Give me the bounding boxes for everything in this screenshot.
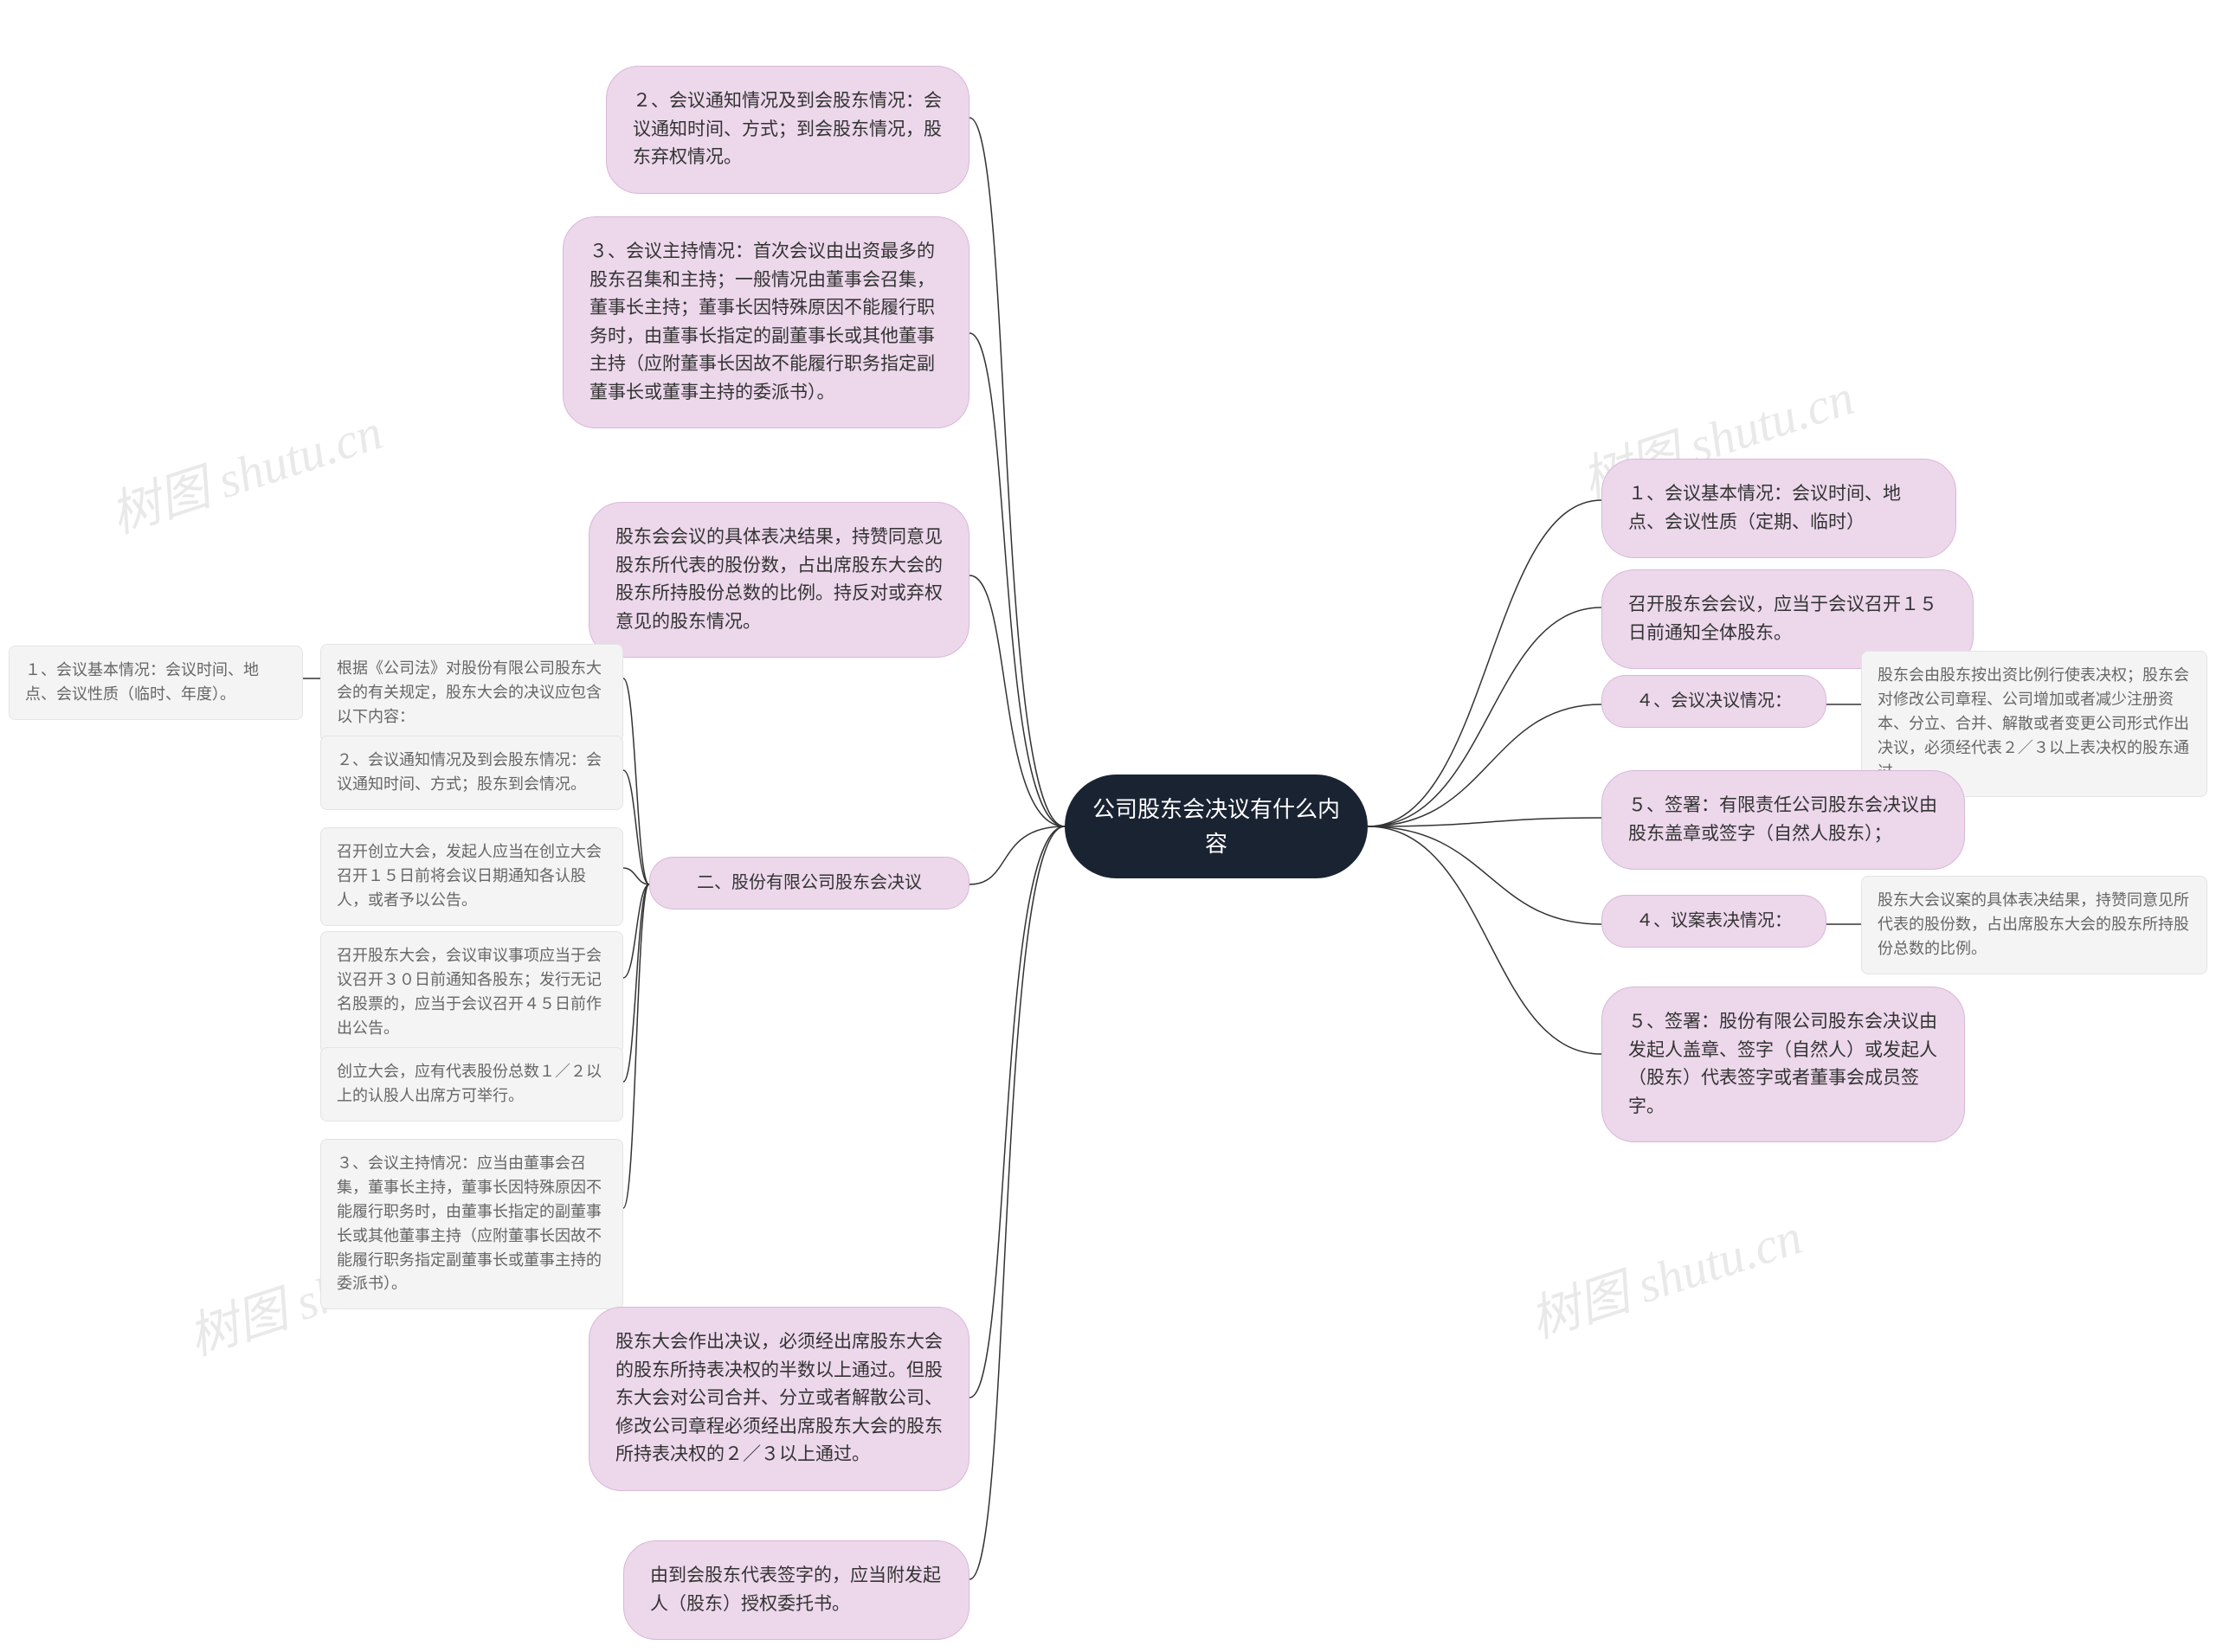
node-r6[interactable]: ５、签署：股份有限公司股东会决议由发起人盖章、签字（自然人）或发起人（股东）代表… [1601, 987, 1965, 1142]
node-r5[interactable]: ４、议案表决情况： [1601, 895, 1826, 948]
node-label: 股东会由股东按出资比例行使表决权；股东会对修改公司章程、公司增加或者减少注册资本… [1878, 664, 2191, 784]
node-label: 根据《公司法》对股份有限公司股东大会的有关规定，股东大会的决议应包含以下内容： [337, 657, 607, 730]
node-label: 召开股东会会议，应当于会议召开１５日前通知全体股东。 [1628, 591, 1947, 647]
node-l4[interactable]: 二、股份有限公司股东会决议 [649, 857, 970, 910]
node-label: １、会议基本情况：会议时间、地点、会议性质（定期、临时） [1628, 480, 1929, 537]
node-label: ３、会议主持情况：应当由董事会召集，董事长主持，董事长因特殊原因不能履行职务时，… [337, 1152, 607, 1296]
node-label: ２、会议通知情况及到会股东情况：会议通知时间、方式；到会股东情况，股东弃权情况。 [633, 87, 943, 172]
node-l2[interactable]: ３、会议主持情况：首次会议由出资最多的股东召集和主持；一般情况由董事会召集，董事… [563, 216, 970, 428]
node-l4-c0[interactable]: 根据《公司法》对股份有限公司股东大会的有关规定，股东大会的决议应包含以下内容： [320, 644, 623, 742]
node-r4[interactable]: ５、签署：有限责任公司股东会决议由股东盖章或签字（自然人股东）； [1601, 770, 1965, 870]
node-label: １、会议基本情况：会议时间、地点、会议性质（临时、年度）。 [25, 659, 287, 707]
central-node[interactable]: 公司股东会决议有什么内容 [1065, 775, 1368, 878]
node-l6[interactable]: 由到会股东代表签字的，应当附发起人（股东）授权委托书。 [623, 1540, 970, 1640]
node-label: ５、签署：股份有限公司股东会决议由发起人盖章、签字（自然人）或发起人（股东）代表… [1628, 1008, 1938, 1121]
node-l4-c0-child[interactable]: １、会议基本情况：会议时间、地点、会议性质（临时、年度）。 [9, 646, 303, 720]
node-label: ２、会议通知情况及到会股东情况：会议通知时间、方式；股东到会情况。 [337, 749, 607, 797]
watermark: 树图 shutu.cn [1519, 1196, 1809, 1352]
node-l3[interactable]: 股东会会议的具体表决结果，持赞同意见股东所代表的股份数，占出席股东大会的股东所持… [589, 502, 970, 658]
node-label: 由到会股东代表签字的，应当附发起人（股东）授权委托书。 [650, 1562, 943, 1618]
central-label: 公司股东会决议有什么内容 [1091, 792, 1342, 862]
node-label: ４、议案表决情况： [1636, 908, 1792, 935]
watermark: 树图 shutu.cn [100, 391, 390, 547]
node-label: ５、签署：有限责任公司股东会决议由股东盖章或签字（自然人股东）； [1628, 792, 1938, 848]
node-label: 股东大会议案的具体表决结果，持赞同意见所代表的股份数，占出席股东大会的股东所持股… [1878, 889, 2191, 961]
node-l4-c5[interactable]: ３、会议主持情况：应当由董事会召集，董事长主持，董事长因特殊原因不能履行职务时，… [320, 1139, 623, 1309]
node-label: 股东会会议的具体表决结果，持赞同意见股东所代表的股份数，占出席股东大会的股东所持… [615, 524, 943, 636]
node-l4-c4[interactable]: 创立大会，应有代表股份总数１／２以上的认股人出席方可举行。 [320, 1047, 623, 1122]
node-r3[interactable]: ４、会议决议情况： [1601, 675, 1826, 728]
node-r5-child[interactable]: 股东大会议案的具体表决结果，持赞同意见所代表的股份数，占出席股东大会的股东所持股… [1861, 876, 2207, 974]
node-label: ４、会议决议情况： [1636, 688, 1792, 715]
node-l4-c1[interactable]: ２、会议通知情况及到会股东情况：会议通知时间、方式；股东到会情况。 [320, 736, 623, 810]
node-l5[interactable]: 股东大会作出决议，必须经出席股东大会的股东所持表决权的半数以上通过。但股东大会对… [589, 1307, 970, 1491]
node-label: 二、股份有限公司股东会决议 [697, 870, 922, 897]
node-label: 召开股东大会，会议审议事项应当于会议召开３０日前通知各股东；发行无记名股票的，应… [337, 944, 607, 1041]
node-label: 创立大会，应有代表股份总数１／２以上的认股人出席方可举行。 [337, 1060, 607, 1109]
node-label: ３、会议主持情况：首次会议由出资最多的股东召集和主持；一般情况由董事会召集，董事… [589, 238, 943, 407]
node-label: 股东大会作出决议，必须经出席股东大会的股东所持表决权的半数以上通过。但股东大会对… [615, 1328, 943, 1469]
node-label: 召开创立大会，发起人应当在创立大会召开１５日前将会议日期通知各认股人，或者予以公… [337, 840, 607, 913]
node-r1[interactable]: １、会议基本情况：会议时间、地点、会议性质（定期、临时） [1601, 459, 1956, 558]
node-l4-c3[interactable]: 召开股东大会，会议审议事项应当于会议召开３０日前通知各股东；发行无记名股票的，应… [320, 931, 623, 1054]
node-l4-c2[interactable]: 召开创立大会，发起人应当在创立大会召开１５日前将会议日期通知各认股人，或者予以公… [320, 827, 623, 926]
node-l1[interactable]: ２、会议通知情况及到会股东情况：会议通知时间、方式；到会股东情况，股东弃权情况。 [606, 66, 970, 194]
mindmap-canvas: 树图 shutu.cn 树图 shutu.cn 树图 shutu.cn 树图 s… [0, 0, 2216, 1652]
